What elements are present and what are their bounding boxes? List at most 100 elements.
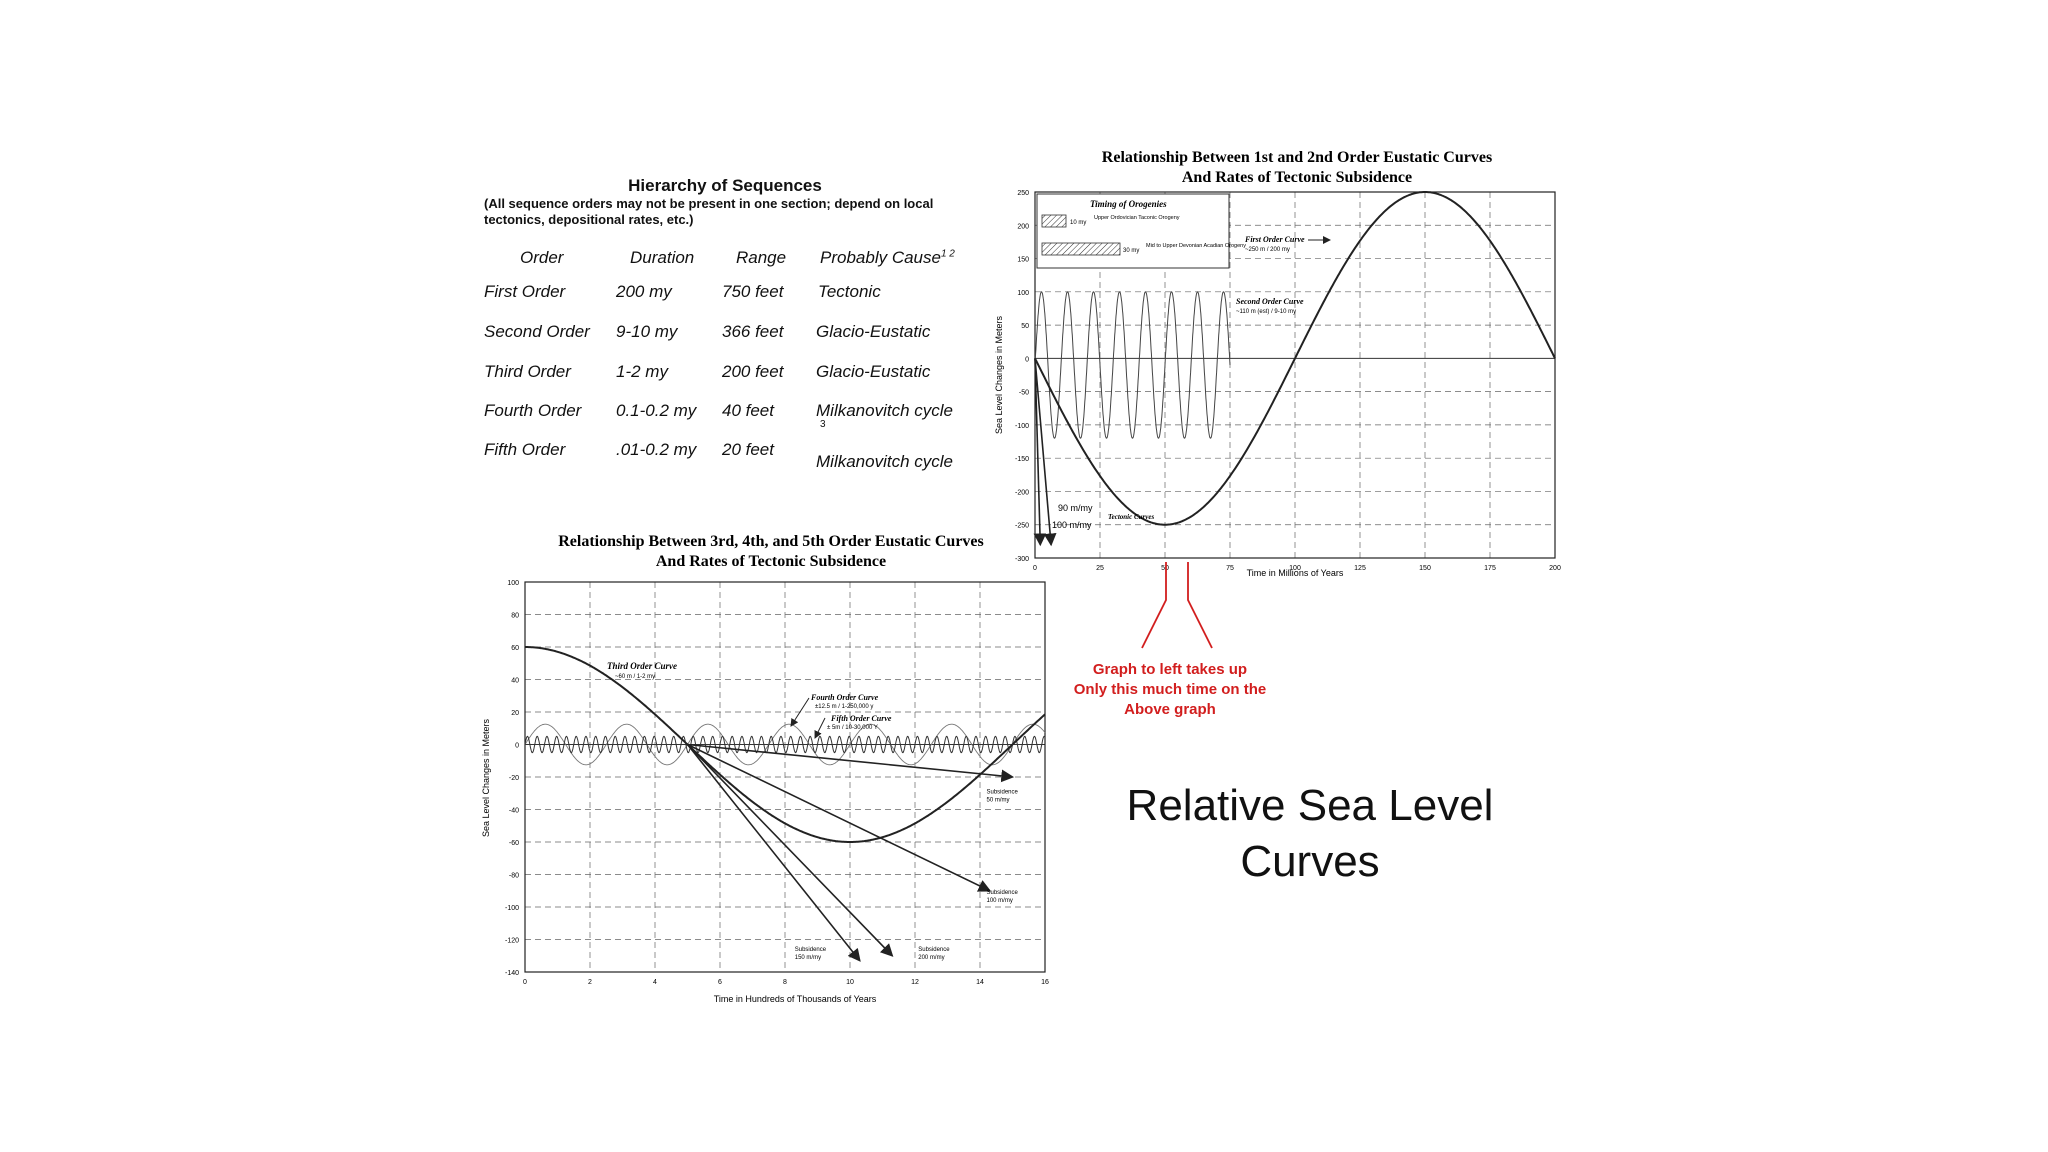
red-bracket <box>1141 562 1213 649</box>
hierarchy-title: Hierarchy of Sequences <box>628 176 822 195</box>
subsidence-label-90: 90 m/my <box>1058 503 1093 513</box>
subsidence-line <box>687 743 992 892</box>
annotation-line3: Above graph <box>1124 701 1216 718</box>
fourth-order-pointer <box>790 697 810 727</box>
time-scale-annotation: Graph to left takes up Only this much ti… <box>1050 660 1290 720</box>
subsidence-line <box>686 743 894 957</box>
row-range: 20 feet <box>722 440 774 459</box>
chart1-xtick-label: 50 <box>1161 565 1169 572</box>
chart1-ytick-label: 200 <box>1017 223 1029 230</box>
chart2-title-line1: Relationship Between 3rd, 4th, and 5th O… <box>558 533 984 550</box>
row-cause-note: 3 <box>820 419 826 430</box>
column-header-cause: Probably Cause1 2 <box>820 248 955 268</box>
chart1-subsidence-lines <box>1033 358 1057 547</box>
chart2-ytick-label: -120 <box>505 938 519 945</box>
chart1-ytick-label: -100 <box>1015 423 1029 430</box>
chart1-ylabel: Sea Level Changes in Meters <box>994 315 1004 434</box>
chart1-xtick-label: 125 <box>1354 565 1366 572</box>
column-header-duration: Duration <box>630 248 695 267</box>
chart2-ytick-label: 40 <box>511 678 519 685</box>
taconic-hatch-bar <box>1041 214 1067 228</box>
chart2-ytick-label: -100 <box>505 905 519 912</box>
chart2-xtick-label: 0 <box>523 979 527 986</box>
chart2-subsidence-lines <box>686 743 1015 962</box>
subsidence-label: Subsidence <box>987 789 1019 795</box>
chart2-ytick-label: -60 <box>509 840 519 847</box>
chart1-xtick-label: 100 <box>1289 565 1301 572</box>
row-range: 750 feet <box>722 282 784 301</box>
first-second-order-chart: Relationship Between 1st and 2nd Order E… <box>994 149 1561 578</box>
column-header-order: Order <box>520 248 564 267</box>
chart2-grid <box>524 581 1046 973</box>
cause-superscript: 1 2 <box>940 248 955 260</box>
chart2-xtick-label: 10 <box>846 979 854 986</box>
chart2-xlabel: Time in Hundreds of Thousands of Years <box>714 994 877 1004</box>
annotation-line1: Graph to left takes up <box>1092 661 1248 678</box>
subsidence-line <box>687 743 1015 783</box>
chart2-xtick-label: 12 <box>911 979 919 986</box>
tectonic-curves-label: Tectonic Curves <box>1108 513 1154 521</box>
red-bracket-right <box>1187 562 1213 649</box>
first-order-curve <box>1034 191 1556 526</box>
subsidence-label: Subsidence <box>918 947 950 953</box>
row-cause: Glacio-Eustatic <box>816 322 931 341</box>
chart2-xtick-label: 4 <box>653 979 657 986</box>
chart1-ytick-label: 0 <box>1025 356 1029 363</box>
chart2-xtick-label: 16 <box>1041 979 1049 986</box>
annotation-line2: Only this much time on the <box>1073 681 1267 698</box>
chart2-ytick-label: 0 <box>515 743 519 750</box>
chart1-ytick-label: -200 <box>1015 489 1029 496</box>
chart2-ylabel: Sea Level Changes in Meters <box>481 718 491 837</box>
first-order-note: ~250 m / 200 my <box>1245 247 1290 253</box>
row-cause: Milkanovitch cycle <box>816 401 953 420</box>
row-duration: 0.1-0.2 my <box>616 401 697 420</box>
timing-of-orogenies-box <box>1036 193 1230 269</box>
chart1-ytick-label: 150 <box>1017 257 1029 264</box>
taconic-duration: 10 my <box>1070 220 1086 226</box>
chart2-xtick-label: 8 <box>783 979 787 986</box>
fourth-order-curve <box>524 723 1046 766</box>
second-order-label: Second Order Curve <box>1236 297 1304 306</box>
chart2-xtick-label: 14 <box>976 979 984 986</box>
chart1-title-line2: And Rates of Tectonic Subsidence <box>1182 169 1412 186</box>
row-duration: .01-0.2 my <box>616 440 697 459</box>
row-cause: Glacio-Eustatic <box>816 362 931 381</box>
row-range: 200 feet <box>722 362 784 381</box>
chart1-xlabel: Time in Millions of Years <box>1247 568 1344 578</box>
acadian-duration: 30 my <box>1123 248 1139 254</box>
chart2-xtick-label: 2 <box>588 979 592 986</box>
chart2-plot-frame <box>524 581 1046 973</box>
chart1-ytick-label: -150 <box>1015 456 1029 463</box>
third-order-note: ~60 m / 1-2 my <box>615 674 655 680</box>
chart1-ytick-label: -300 <box>1015 556 1029 563</box>
chart1-ytick-label: 250 <box>1017 190 1029 197</box>
chart2-tick-labels: 0 2 4 6 8 10 12 14 16 100 80 60 40 20 0 -20 -40 -60 -80 -10… <box>505 580 1049 986</box>
chart1-ytick-label: -250 <box>1015 523 1029 530</box>
chart2-ytick-label: -140 <box>505 970 519 977</box>
chart2-ytick-label: 20 <box>511 710 519 717</box>
row-duration: 200 my <box>616 282 672 301</box>
row-order: Second Order <box>484 322 590 341</box>
chart1-xtick-label: 25 <box>1096 565 1104 572</box>
fifth-order-note: ± 5m / 10-30,000 Y <box>827 725 878 731</box>
second-order-note: ~110 m (est) / 9-10 my <box>1236 309 1296 315</box>
chart1-xtick-label: 75 <box>1226 565 1234 572</box>
row-duration: 9-10 my <box>616 322 678 341</box>
fifth-order-label: Fifth Order Curve <box>830 714 892 723</box>
row-order: Third Order <box>484 362 571 381</box>
acadian-name: Mid to Upper Devonian Acadian Orogeny <box>1146 243 1246 249</box>
fifth-order-pointer <box>814 717 826 739</box>
row-order: Fourth Order <box>484 401 582 420</box>
row-order: Fifth Order <box>484 440 566 459</box>
subsidence-rate: 100 m/my <box>987 898 1013 904</box>
chart2-xtick-label: 6 <box>718 979 722 986</box>
subsidence-line <box>1033 358 1047 547</box>
subsidence-label: Subsidence <box>795 947 827 953</box>
chart2-ytick-label: -40 <box>509 808 519 815</box>
subsidence-line <box>1034 358 1057 547</box>
third-order-curve <box>525 646 1046 843</box>
fifth-order-curve <box>524 735 1046 754</box>
fourth-order-label: Fourth Order Curve <box>810 693 879 702</box>
chart2-ytick-label: -20 <box>509 775 519 782</box>
chart1-ytick-label: 50 <box>1021 323 1029 330</box>
